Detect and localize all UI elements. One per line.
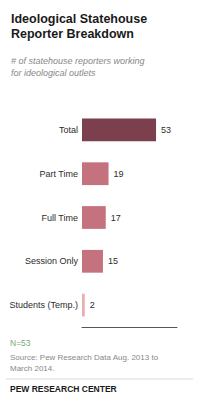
svg-text:53: 53 <box>161 125 171 135</box>
svg-text:Total: Total <box>59 125 78 135</box>
svg-text:N=53: N=53 <box>10 338 31 348</box>
svg-text:Part Time: Part Time <box>39 169 78 179</box>
svg-text:2: 2 <box>90 300 95 310</box>
svg-text:19: 19 <box>114 169 124 179</box>
svg-text:Session Only: Session Only <box>25 256 79 266</box>
svg-text:Full Time: Full Time <box>41 213 78 223</box>
svg-text:for ideological outlets: for ideological outlets <box>11 68 96 78</box>
svg-text:17: 17 <box>111 213 121 223</box>
svg-text:Reporter Breakdown: Reporter Breakdown <box>11 27 134 41</box>
svg-text:March 2014.: March 2014. <box>10 364 54 373</box>
svg-text:Source: Pew Research Data Aug.: Source: Pew Research Data Aug. 2013 to <box>10 353 159 362</box>
svg-text:Ideological Statehouse: Ideological Statehouse <box>11 12 147 26</box>
svg-text:# of statehouse reporters work: # of statehouse reporters working <box>11 56 145 66</box>
svg-text:Students (Temp.): Students (Temp.) <box>9 300 78 310</box>
svg-text:15: 15 <box>108 256 118 266</box>
svg-text:PEW RESEARCH CENTER: PEW RESEARCH CENTER <box>10 384 117 394</box>
